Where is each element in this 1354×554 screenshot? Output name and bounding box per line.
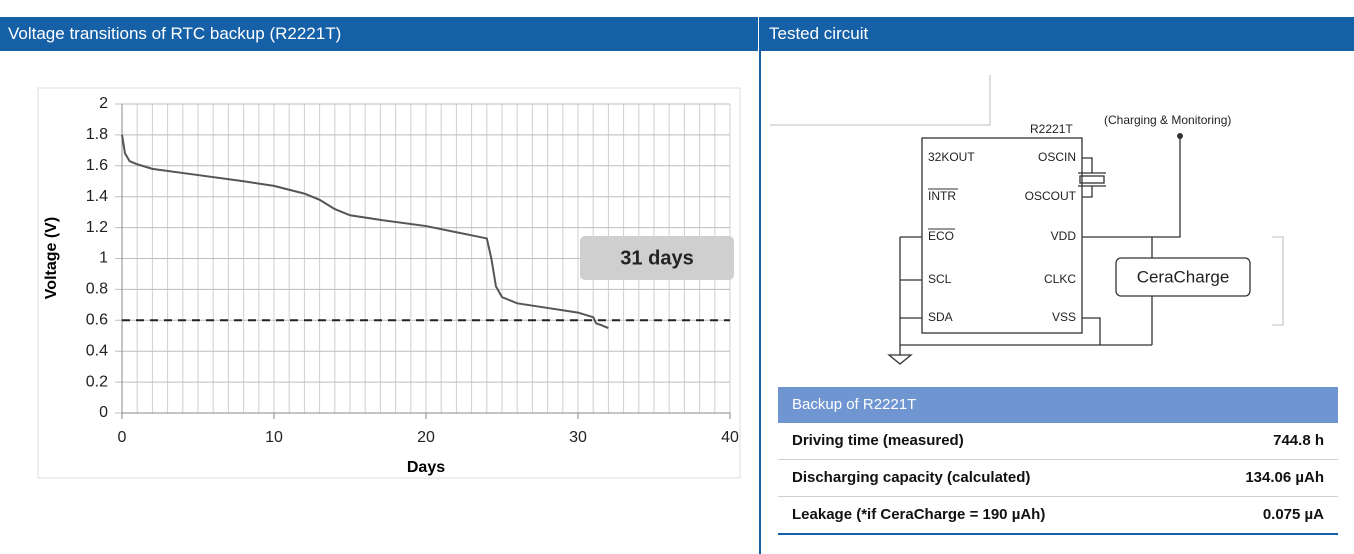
wire: [899, 236, 1153, 355]
cell: 744.8 h: [1273, 432, 1324, 449]
panel-title: Tested circuit: [761, 17, 1354, 51]
y-tick-label: 1.6: [86, 157, 108, 174]
y-tick-label: 0.8: [86, 281, 108, 298]
chip: [921, 137, 1083, 334]
annotation: 31 days: [620, 247, 693, 269]
battery-label: CeraCharge: [1137, 267, 1230, 286]
node: [1177, 133, 1183, 139]
y-tick-label: 0.2: [86, 373, 108, 390]
voltage-line: [121, 134, 609, 329]
panel-title: Voltage transitions of RTC backup (R2221…: [0, 17, 758, 51]
wire: [1082, 157, 1093, 198]
cell: 0.075 µA: [1262, 506, 1324, 523]
annotation-box: [580, 236, 734, 280]
cell: Leakage (*if CeraCharge = 190 µAh): [792, 506, 1046, 523]
y-tick-label: 0: [99, 404, 108, 421]
x-axis-label: Days: [407, 459, 445, 476]
pin: VSS: [1052, 310, 1076, 324]
crystal: [1079, 175, 1105, 184]
table-title: Backup of R2221T: [778, 387, 1338, 423]
y-tick-label: 1.2: [86, 219, 108, 236]
frame-line: [1272, 236, 1284, 326]
ground: [887, 354, 913, 365]
pin: OSCIN: [1038, 150, 1076, 164]
y-tick-label: 0.6: [86, 312, 108, 329]
x-tick-label: 0: [118, 429, 127, 446]
pin: SCL: [928, 272, 952, 286]
pin: ECO: [928, 229, 954, 243]
cell: 134.06 µAh: [1245, 469, 1324, 486]
wire: [1082, 136, 1181, 238]
pin: INTR: [928, 189, 956, 203]
pin: VDD: [1051, 229, 1077, 243]
y-tick-label: 1: [99, 250, 108, 267]
circuit-diagram: R2221T (Charging & Monitoring) 32KOUT OS…: [770, 75, 1284, 365]
plot-frame: [37, 87, 741, 479]
x-tick-label: 20: [417, 429, 435, 446]
pin: 32KOUT: [928, 150, 975, 164]
y-axis-label: Voltage (V): [43, 217, 60, 299]
y-tick-label: 1.8: [86, 126, 108, 143]
divider: [759, 17, 761, 554]
pin: OSCOUT: [1025, 189, 1077, 203]
table: Backup of R2221T Driving time (measured)…: [778, 387, 1338, 535]
supply-label: (Charging & Monitoring): [1104, 113, 1231, 127]
x-tick-label: 40: [721, 429, 739, 446]
x-tick-label: 30: [569, 429, 587, 446]
pin: CLKC: [1044, 272, 1076, 286]
y-tick-label: 2: [99, 95, 108, 112]
y-tick-label: 1.4: [86, 188, 108, 205]
chart: Days Voltage (V) 0 0.2 0.4 0.6 0.8 1 1.2 1.4 1.6…: [37, 87, 741, 479]
x-tick-label: 10: [265, 429, 283, 446]
chip-label: R2221T: [1030, 122, 1073, 136]
y-tick-label: 0.4: [86, 342, 108, 359]
table-row: Discharging capacity (calculated) 134.06 …: [778, 460, 1338, 497]
pin: SDA: [928, 310, 953, 324]
cell: Driving time (measured): [792, 432, 964, 449]
table-row: Leakage (*if CeraCharge = 190 µAh) 0.075 …: [778, 497, 1338, 535]
battery: [1115, 257, 1251, 297]
frame-line: [770, 75, 991, 126]
table-row: Driving time (measured) 744.8 h: [778, 423, 1338, 460]
cell: Discharging capacity (calculated): [792, 469, 1031, 486]
